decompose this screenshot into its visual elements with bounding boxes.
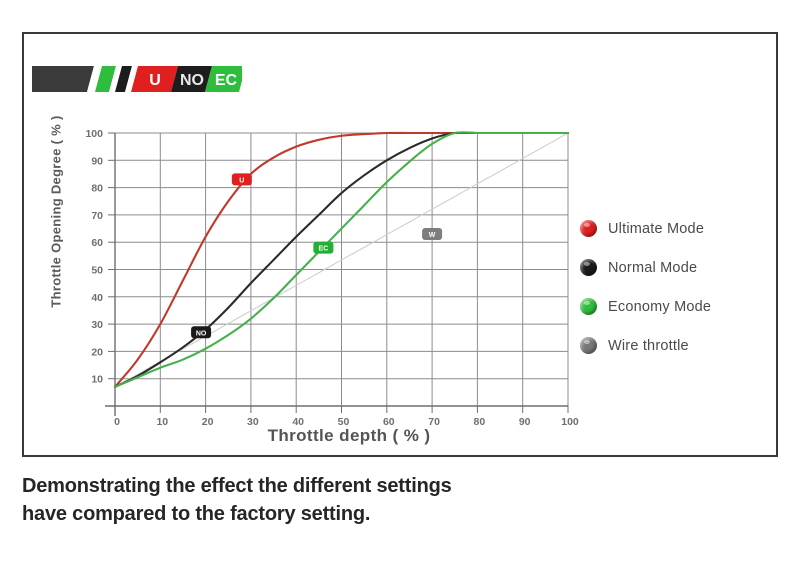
legend-item-label: Ultimate Mode <box>608 220 705 237</box>
brand-segment-dark <box>32 66 94 92</box>
plot-area: 10 20 30 40 50 60 70 80 90 100 0 10 20 30 40 50 60 70 80 90… <box>24 34 780 459</box>
svg-text:60: 60 <box>383 416 395 428</box>
badge-economy-mode: EC <box>313 241 334 254</box>
legend-color-dot <box>580 220 597 237</box>
gridlines <box>115 132 569 406</box>
svg-text:40: 40 <box>91 292 103 304</box>
brand-segment-red <box>131 66 178 92</box>
tick-labels: 10 20 30 40 50 60 70 80 90 100 0 10 20 30 40 50 60 70 80 90… <box>85 128 578 428</box>
badge-ultimate-mode: U <box>231 173 252 186</box>
brand-logo-banner: U NO EC <box>32 66 242 92</box>
brand-text-no: NO <box>180 72 204 89</box>
caption-line-1: Demonstrating the effect the different s… <box>22 475 452 497</box>
legend-item-label: Normal Mode <box>608 259 698 276</box>
legend-color-dot <box>580 298 597 315</box>
svg-text:90: 90 <box>91 155 103 167</box>
svg-text:100: 100 <box>85 128 103 140</box>
brand-text-u: U <box>149 72 161 89</box>
svg-text:20: 20 <box>91 346 103 358</box>
brand-text-ec: EC <box>215 72 238 89</box>
svg-text:60: 60 <box>91 237 103 249</box>
svg-text:10: 10 <box>156 416 168 428</box>
legend-color-dot <box>580 259 597 276</box>
svg-text:W: W <box>429 232 436 239</box>
legend-color-dot <box>580 337 597 354</box>
svg-text:30: 30 <box>91 319 103 331</box>
svg-text:30: 30 <box>247 416 259 428</box>
svg-text:50: 50 <box>91 265 103 277</box>
brand-segment-green-2 <box>205 66 242 92</box>
legend-item-wire-throttle: Wire throttle <box>580 326 780 365</box>
brand-logo-svg: U NO EC <box>32 66 242 92</box>
chart-svg: 10 20 30 40 50 60 70 80 90 100 0 10 20 30 40 50 60 70 80 90… <box>85 128 578 428</box>
legend-item-economy-mode: Economy Mode <box>580 287 780 326</box>
x-axis-title: Throttle depth ( % ) <box>267 426 431 445</box>
svg-text:EC: EC <box>319 246 329 253</box>
series-badges: U NO EC W <box>191 173 443 339</box>
y-axis-title: Throttle Opening Degree ( % ) <box>48 115 64 308</box>
caption-text: Demonstrating the effect the different s… <box>22 472 762 529</box>
badge-normal-mode: NO <box>191 326 212 339</box>
svg-text:80: 80 <box>474 416 486 428</box>
svg-text:90: 90 <box>519 416 531 428</box>
legend-item-label: Economy Mode <box>608 298 712 315</box>
legend-item-ultimate-mode: Ultimate Mode <box>580 209 780 248</box>
series-line-economy-mode <box>113 131 570 388</box>
chart-legend: Ultimate Mode Normal Mode Economy Mode W… <box>580 209 780 365</box>
svg-text:100: 100 <box>561 416 579 428</box>
svg-text:80: 80 <box>91 183 103 195</box>
brand-segment-black-1 <box>115 66 132 92</box>
axes <box>105 132 569 416</box>
brand-segment-white-3 <box>125 66 138 92</box>
svg-text:70: 70 <box>91 210 103 222</box>
legend-item-label: Wire throttle <box>608 337 689 354</box>
series-line-wire-throttle <box>114 132 569 388</box>
svg-text:10: 10 <box>91 374 103 386</box>
legend-item-normal-mode: Normal Mode <box>580 248 780 287</box>
svg-text:70: 70 <box>428 416 440 428</box>
svg-text:50: 50 <box>338 416 350 428</box>
series-curves <box>113 131 570 388</box>
badge-wire-throttle: W <box>422 228 443 241</box>
brand-segment-black-2 <box>171 66 212 92</box>
caption-line-2: have compared to the factory setting. <box>22 503 371 526</box>
svg-text:40: 40 <box>292 416 304 428</box>
svg-text:0: 0 <box>114 416 120 428</box>
svg-text:U: U <box>239 177 244 184</box>
brand-segment-white-2 <box>109 66 122 92</box>
chart-panel: U NO EC 10 20 30 40 50 60 70 80 90 100 0 10 20 30 40 50… <box>22 32 778 457</box>
svg-text:NO: NO <box>196 330 207 337</box>
svg-text:20: 20 <box>202 416 214 428</box>
